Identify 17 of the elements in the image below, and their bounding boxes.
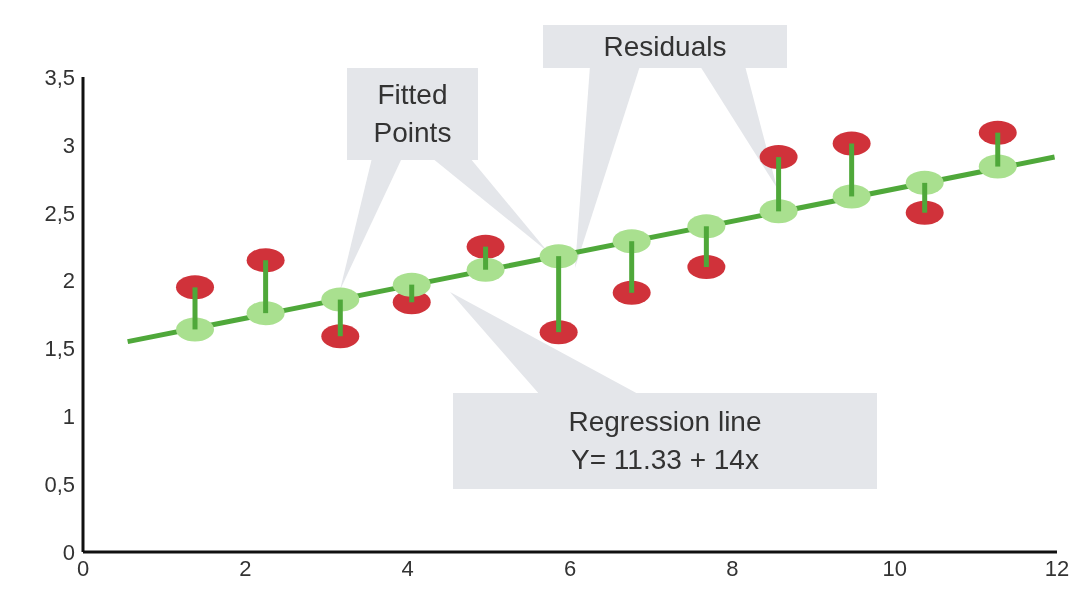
- y-tick-label: 1,5: [44, 336, 75, 362]
- text: Residuals: [543, 25, 787, 68]
- x-tick-label: 8: [726, 555, 739, 581]
- y-tick-label: 0: [62, 539, 75, 565]
- x-tick-label: 6: [563, 555, 577, 581]
- y-tick-label: 0,5: [44, 471, 75, 497]
- x-tick-label: 10: [882, 555, 907, 581]
- x-tick-label: 2: [239, 555, 252, 581]
- y-tick-label: 3: [62, 132, 75, 158]
- annotation: Fitted Points: [347, 68, 478, 160]
- x-tick-label: 12: [1044, 555, 1070, 581]
- x-tick-label: 4: [401, 555, 414, 581]
- y-tick-label: 1: [62, 404, 75, 430]
- y-tick-label: 3,5: [44, 64, 75, 90]
- y-tick-label: 2,5: [44, 200, 75, 226]
- annotation: Regression line Y= 11.33 + 14x: [453, 393, 877, 489]
- y-tick-label: 2: [62, 268, 75, 294]
